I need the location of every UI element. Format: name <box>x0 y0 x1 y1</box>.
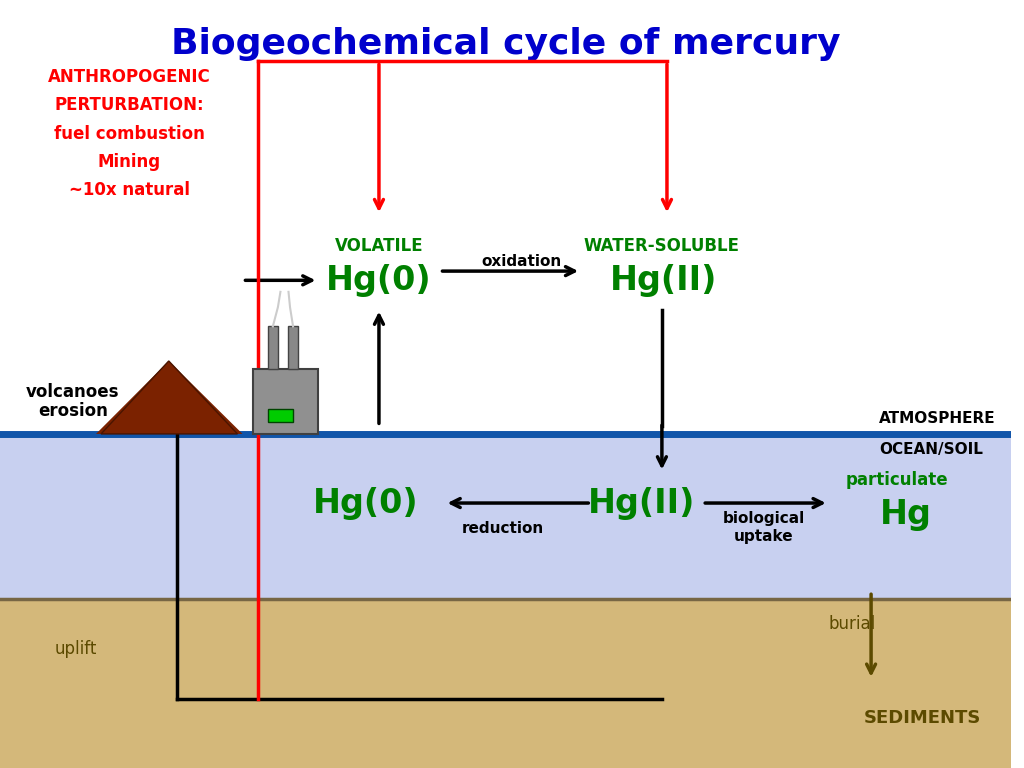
Bar <box>288 326 298 369</box>
Text: Hg(0): Hg(0) <box>313 487 419 519</box>
Polygon shape <box>96 361 243 434</box>
Text: Hg(II): Hg(II) <box>588 487 695 519</box>
Text: SEDIMENTS: SEDIMENTS <box>864 709 981 727</box>
Text: Hg(II): Hg(II) <box>610 264 718 296</box>
Bar <box>0 434 1011 599</box>
Bar <box>0 599 1011 768</box>
Text: ATMOSPHERE: ATMOSPHERE <box>880 411 995 426</box>
Bar <box>253 369 318 434</box>
Text: PERTURBATION:: PERTURBATION: <box>54 96 204 114</box>
Text: erosion: erosion <box>38 402 108 420</box>
Bar <box>268 326 278 369</box>
Text: biological: biological <box>723 511 805 526</box>
Text: OCEAN/SOIL: OCEAN/SOIL <box>880 442 983 457</box>
Text: WATER-SOLUBLE: WATER-SOLUBLE <box>584 237 740 255</box>
Text: burial: burial <box>828 614 876 633</box>
Text: Hg: Hg <box>880 498 932 531</box>
Text: uptake: uptake <box>734 528 794 544</box>
Text: Mining: Mining <box>97 153 161 171</box>
Text: VOLATILE: VOLATILE <box>335 237 423 255</box>
Text: volcanoes: volcanoes <box>26 382 120 401</box>
Text: ANTHROPOGENIC: ANTHROPOGENIC <box>48 68 211 86</box>
Text: oxidation: oxidation <box>481 253 561 269</box>
Text: ~10x natural: ~10x natural <box>69 181 189 200</box>
Text: Hg(0): Hg(0) <box>326 264 432 296</box>
Bar <box>268 409 293 422</box>
Text: uplift: uplift <box>54 640 97 658</box>
Text: fuel combustion: fuel combustion <box>54 124 205 143</box>
Text: reduction: reduction <box>462 521 545 536</box>
Polygon shape <box>101 361 238 434</box>
Text: Biogeochemical cycle of mercury: Biogeochemical cycle of mercury <box>171 27 840 61</box>
Text: particulate: particulate <box>846 471 948 489</box>
